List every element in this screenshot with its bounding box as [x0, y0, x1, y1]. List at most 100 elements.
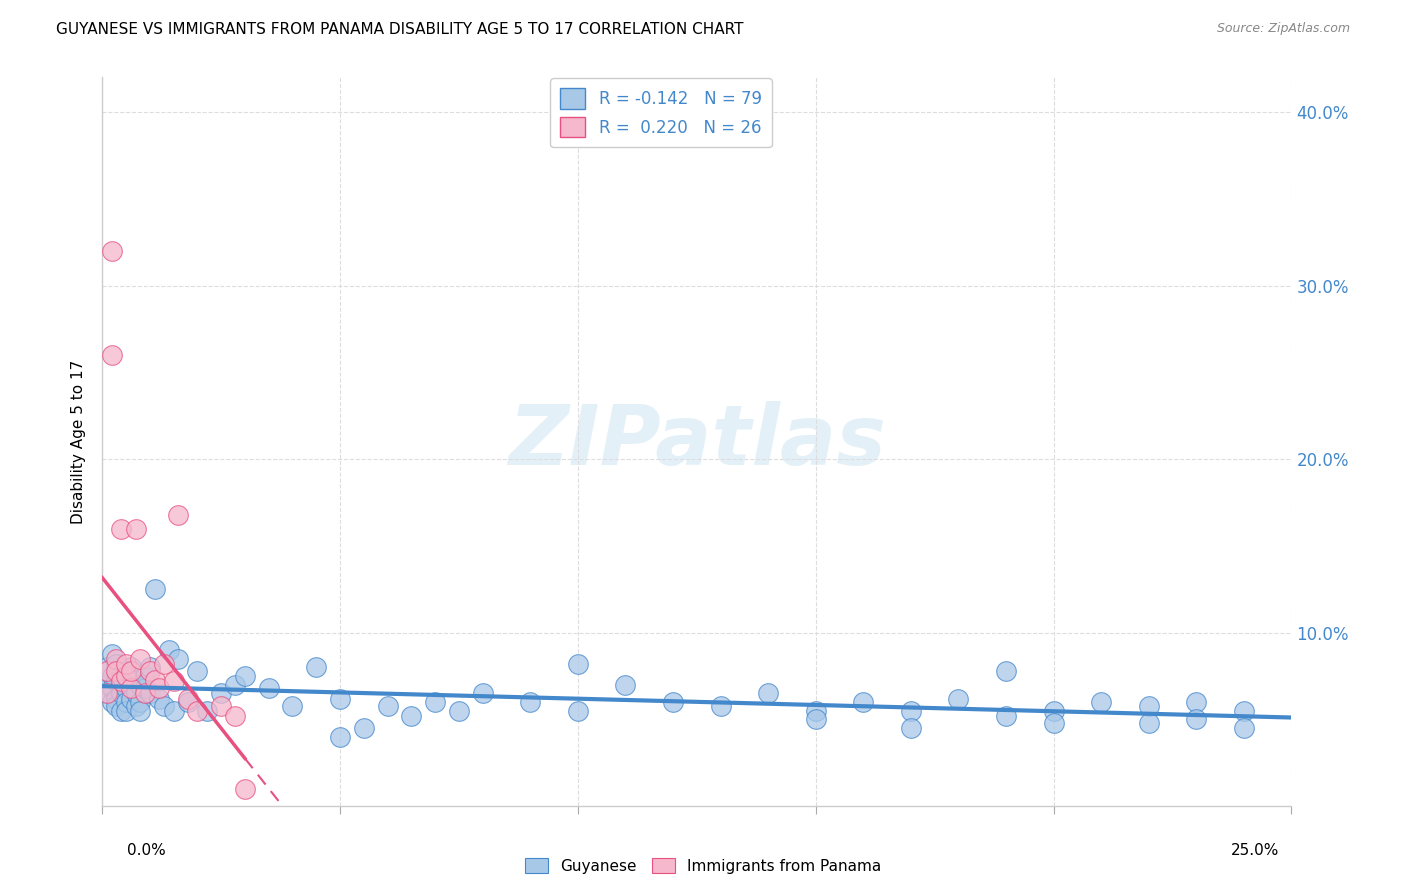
Point	[96, 660, 118, 674]
Text: 25.0%: 25.0%	[1232, 843, 1279, 858]
Point	[567, 657, 589, 671]
Point	[900, 721, 922, 735]
Point	[134, 681, 156, 696]
Point	[105, 657, 128, 671]
Text: ZIPatlas: ZIPatlas	[508, 401, 886, 483]
Point	[139, 664, 162, 678]
Point	[129, 695, 152, 709]
Point	[401, 709, 423, 723]
Point	[96, 686, 118, 700]
Point	[1042, 704, 1064, 718]
Point	[257, 681, 280, 696]
Point	[167, 651, 190, 665]
Point	[115, 704, 138, 718]
Point	[1137, 715, 1160, 730]
Point	[110, 669, 132, 683]
Point	[614, 678, 637, 692]
Point	[100, 669, 122, 683]
Point	[224, 678, 246, 692]
Point	[96, 686, 118, 700]
Point	[115, 664, 138, 678]
Point	[353, 721, 375, 735]
Y-axis label: Disability Age 5 to 17: Disability Age 5 to 17	[72, 359, 86, 524]
Point	[1137, 698, 1160, 713]
Point	[186, 664, 208, 678]
Legend: R = -0.142   N = 79, R =  0.220   N = 26: R = -0.142 N = 79, R = 0.220 N = 26	[551, 78, 772, 147]
Point	[329, 691, 352, 706]
Point	[100, 695, 122, 709]
Point	[1233, 721, 1256, 735]
Point	[157, 643, 180, 657]
Point	[209, 698, 232, 713]
Point	[233, 781, 256, 796]
Point	[134, 669, 156, 683]
Point	[329, 730, 352, 744]
Text: GUYANESE VS IMMIGRANTS FROM PANAMA DISABILITY AGE 5 TO 17 CORRELATION CHART: GUYANESE VS IMMIGRANTS FROM PANAMA DISAB…	[56, 22, 744, 37]
Point	[305, 660, 328, 674]
Point	[1185, 713, 1208, 727]
Point	[153, 698, 176, 713]
Point	[377, 698, 399, 713]
Point	[124, 673, 146, 687]
Point	[115, 695, 138, 709]
Point	[134, 686, 156, 700]
Point	[804, 713, 827, 727]
Point	[995, 709, 1018, 723]
Point	[209, 686, 232, 700]
Point	[167, 508, 190, 522]
Point	[186, 704, 208, 718]
Point	[96, 678, 118, 692]
Point	[139, 660, 162, 674]
Point	[948, 691, 970, 706]
Point	[105, 691, 128, 706]
Text: Source: ZipAtlas.com: Source: ZipAtlas.com	[1216, 22, 1350, 36]
Point	[1042, 715, 1064, 730]
Point	[177, 695, 200, 709]
Point	[100, 348, 122, 362]
Point	[120, 664, 142, 678]
Point	[148, 681, 170, 696]
Point	[120, 678, 142, 692]
Point	[139, 686, 162, 700]
Point	[115, 669, 138, 683]
Point	[447, 704, 470, 718]
Point	[100, 681, 122, 696]
Point	[471, 686, 494, 700]
Point	[129, 704, 152, 718]
Point	[105, 651, 128, 665]
Point	[567, 704, 589, 718]
Point	[852, 695, 875, 709]
Point	[519, 695, 541, 709]
Point	[100, 244, 122, 258]
Point	[100, 647, 122, 661]
Point	[124, 698, 146, 713]
Point	[177, 691, 200, 706]
Point	[96, 664, 118, 678]
Point	[1233, 704, 1256, 718]
Point	[162, 674, 184, 689]
Point	[110, 704, 132, 718]
Point	[110, 522, 132, 536]
Point	[756, 686, 779, 700]
Point	[148, 691, 170, 706]
Point	[129, 678, 152, 692]
Point	[233, 669, 256, 683]
Point	[224, 709, 246, 723]
Point	[1185, 695, 1208, 709]
Point	[195, 704, 218, 718]
Point	[281, 698, 304, 713]
Point	[129, 651, 152, 665]
Point	[124, 686, 146, 700]
Point	[143, 582, 166, 597]
Point	[105, 698, 128, 713]
Point	[710, 698, 733, 713]
Point	[110, 678, 132, 692]
Point	[162, 704, 184, 718]
Point	[425, 695, 447, 709]
Point	[105, 664, 128, 678]
Point	[143, 673, 166, 687]
Legend: Guyanese, Immigrants from Panama: Guyanese, Immigrants from Panama	[519, 852, 887, 880]
Point	[900, 704, 922, 718]
Point	[153, 657, 176, 671]
Point	[120, 660, 142, 674]
